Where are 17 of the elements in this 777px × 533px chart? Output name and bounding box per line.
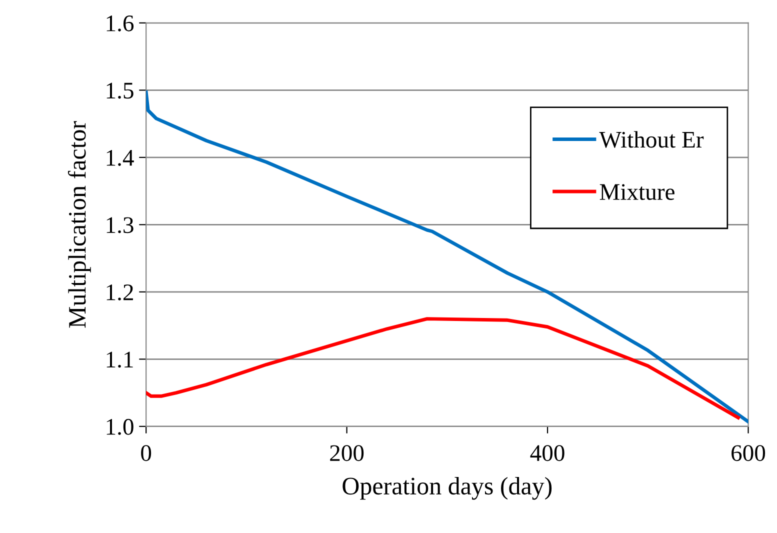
x-tick-label: 400 — [530, 445, 564, 462]
legend-label: Mixture — [600, 184, 674, 200]
y-tick-label: 1.1 — [106, 352, 133, 368]
y-tick-label: 1.5 — [106, 82, 134, 99]
y-tick-label: 1.2 — [106, 284, 133, 300]
line-series — [146, 90, 748, 424]
y-axis-title: Multiplication factor — [68, 121, 91, 328]
legend-label: Without Er — [599, 131, 704, 148]
y-tick-label: 1.0 — [106, 418, 134, 435]
y-tick-label: 1.6 — [106, 15, 134, 32]
y-tick-label: 1.3 — [106, 217, 134, 234]
x-tick-label: 0 — [141, 445, 152, 462]
x-axis-title: Operation days (day) — [342, 476, 552, 500]
x-tick-label: 200 — [330, 445, 364, 462]
x-tick-label: 600 — [732, 445, 766, 462]
line-series — [146, 317, 740, 420]
y-tick-label: 1.4 — [106, 150, 134, 166]
